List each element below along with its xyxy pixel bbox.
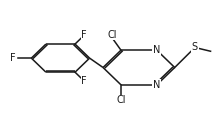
Text: Cl: Cl (107, 30, 117, 40)
Text: F: F (10, 53, 16, 63)
Text: S: S (192, 42, 198, 52)
Text: F: F (81, 76, 87, 86)
Text: Cl: Cl (116, 96, 126, 106)
Text: N: N (153, 45, 160, 55)
Text: N: N (153, 80, 160, 90)
Text: F: F (81, 30, 87, 40)
